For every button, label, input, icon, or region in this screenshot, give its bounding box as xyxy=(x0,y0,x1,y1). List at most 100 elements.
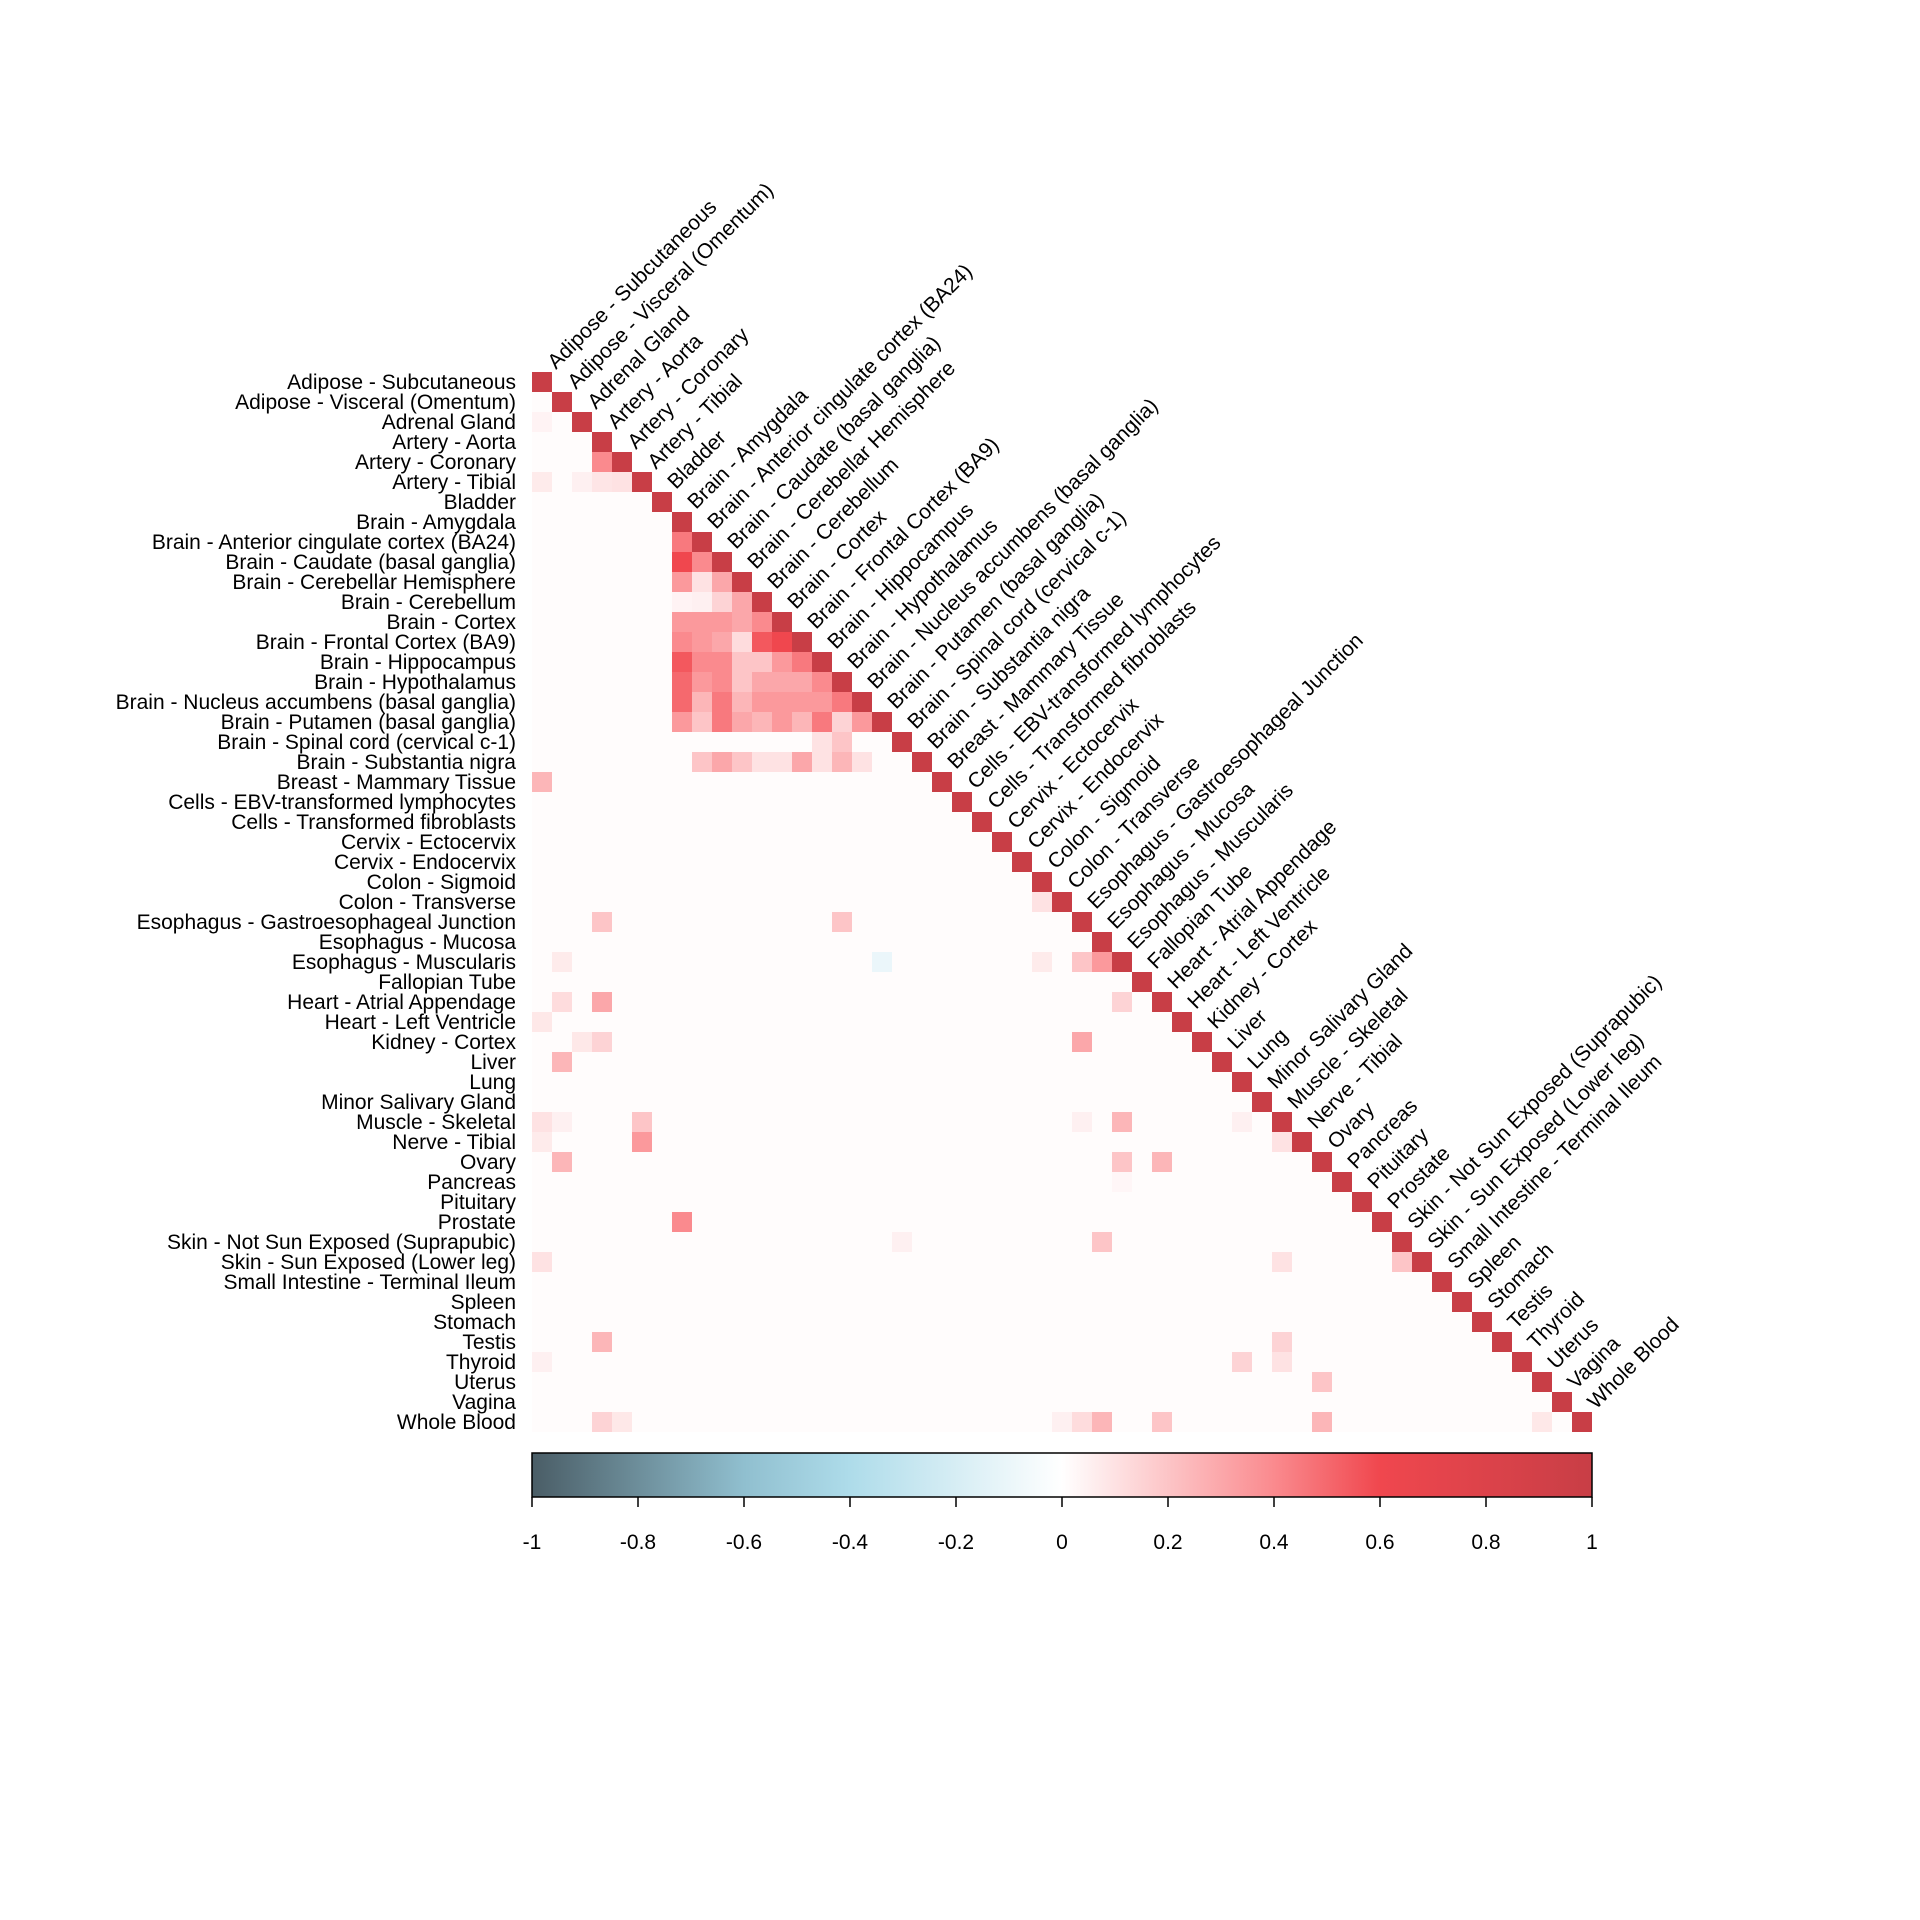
heatmap-cell xyxy=(852,1152,872,1172)
heatmap-cell xyxy=(1372,1412,1392,1432)
heatmap-cell xyxy=(652,792,672,812)
heatmap-cell xyxy=(1192,1132,1212,1152)
row-label: Brain - Hippocampus xyxy=(320,651,516,674)
heatmap-cell xyxy=(852,1172,872,1192)
row-label: Muscle - Skeletal xyxy=(356,1111,516,1134)
heatmap-cell xyxy=(572,572,592,592)
heatmap-cell xyxy=(612,872,632,892)
heatmap-cell xyxy=(572,1392,592,1412)
heatmap-cell xyxy=(812,1272,832,1292)
heatmap-cell xyxy=(1132,1352,1152,1372)
heatmap-cell xyxy=(1372,1292,1392,1312)
heatmap-cell xyxy=(712,1132,732,1152)
heatmap-cell xyxy=(1312,1252,1332,1272)
heatmap-cell xyxy=(672,1012,692,1032)
heatmap-cell xyxy=(752,932,772,952)
heatmap-cell xyxy=(632,632,652,652)
heatmap-cell xyxy=(792,1392,812,1412)
heatmap-cell xyxy=(1092,1072,1112,1092)
heatmap-cell xyxy=(1292,1272,1312,1292)
heatmap-cell xyxy=(572,1272,592,1292)
heatmap-cell xyxy=(812,1232,832,1252)
heatmap-cell xyxy=(932,932,952,952)
heatmap-cell xyxy=(972,1072,992,1092)
heatmap-cell xyxy=(992,1192,1012,1212)
heatmap-cell xyxy=(612,492,632,512)
heatmap-cell xyxy=(1392,1412,1412,1432)
heatmap-cell xyxy=(592,632,612,652)
heatmap-cell xyxy=(832,1352,852,1372)
heatmap-cell xyxy=(572,772,592,792)
heatmap-cell xyxy=(912,1032,932,1052)
heatmap-cell xyxy=(972,832,992,852)
colorbar: -1 -0.8 -0.6 -0.4 -0.2 0 0.2 0.4 0.6 0.8 1 xyxy=(523,1452,1598,1554)
heatmap-cell xyxy=(612,592,632,612)
heatmap-cell xyxy=(892,1412,912,1432)
heatmap-cell xyxy=(1112,1212,1132,1232)
heatmap-cell xyxy=(732,592,752,612)
heatmap-cell xyxy=(752,792,772,812)
heatmap-cell xyxy=(552,1392,572,1412)
heatmap-cell xyxy=(1192,1252,1212,1272)
heatmap-cell xyxy=(1272,1272,1292,1292)
diagonal-cell xyxy=(932,772,952,792)
heatmap-cell xyxy=(632,1392,652,1412)
colorbar-tick-label: 0.8 xyxy=(1471,1531,1500,1554)
heatmap-cell xyxy=(1112,1032,1132,1052)
heatmap-cell xyxy=(712,1012,732,1032)
heatmap-cell xyxy=(1052,1292,1072,1312)
row-label: Brain - Cerebellar Hemisphere xyxy=(232,571,516,594)
heatmap-cell xyxy=(612,612,632,632)
heatmap-cell xyxy=(652,772,672,792)
heatmap-cell xyxy=(772,1392,792,1412)
heatmap-cell xyxy=(692,632,712,652)
heatmap-cell xyxy=(952,1392,972,1412)
heatmap-cell xyxy=(552,872,572,892)
heatmap-cell xyxy=(952,1072,972,1092)
heatmap-cell xyxy=(752,1332,772,1352)
heatmap-cell xyxy=(932,1192,952,1212)
heatmap-cell xyxy=(912,1232,932,1252)
heatmap-cell xyxy=(1032,972,1052,992)
heatmap-cell xyxy=(752,1192,772,1212)
heatmap-cell xyxy=(952,1152,972,1172)
heatmap-cell xyxy=(1372,1352,1392,1372)
heatmap-cell xyxy=(532,752,552,772)
colorbar-tick-label: 0.4 xyxy=(1259,1531,1289,1554)
diagonal-cell xyxy=(1352,1192,1372,1212)
heatmap-cell xyxy=(1212,1092,1232,1112)
heatmap-cell xyxy=(1272,1412,1292,1432)
heatmap-cell xyxy=(1032,1372,1052,1392)
heatmap-cell xyxy=(572,852,592,872)
heatmap-cell xyxy=(852,1332,872,1352)
heatmap-cell xyxy=(912,1392,932,1412)
heatmap-cell xyxy=(632,672,652,692)
heatmap-cell xyxy=(1152,1312,1172,1332)
heatmap-cell xyxy=(1112,1392,1132,1412)
heatmap-cell xyxy=(952,832,972,852)
heatmap-cell xyxy=(592,1412,612,1432)
heatmap-cell xyxy=(852,1092,872,1112)
heatmap-cell xyxy=(612,1072,632,1092)
heatmap-cell xyxy=(872,1132,892,1152)
heatmap-cell xyxy=(1092,1292,1112,1312)
heatmap-cell xyxy=(732,1052,752,1072)
heatmap-cell xyxy=(1232,1392,1252,1412)
heatmap-cell xyxy=(812,932,832,952)
heatmap-cell xyxy=(1112,1372,1132,1392)
heatmap-cell xyxy=(532,1372,552,1392)
diagonal-cell xyxy=(612,452,632,472)
diagonal-cell xyxy=(1432,1272,1452,1292)
heatmap-cell xyxy=(592,1032,612,1052)
heatmap-cell xyxy=(1052,1172,1072,1192)
heatmap-cell xyxy=(712,1252,732,1272)
heatmap-cell xyxy=(652,1352,672,1372)
heatmap-cell xyxy=(1452,1332,1472,1352)
row-label: Artery - Tibial xyxy=(392,471,516,494)
heatmap-cell xyxy=(752,1152,772,1172)
heatmap-cell xyxy=(932,1032,952,1052)
heatmap-cell xyxy=(572,732,592,752)
heatmap-cell xyxy=(632,572,652,592)
heatmap-cell xyxy=(1172,1292,1192,1312)
heatmap-cell xyxy=(992,1412,1012,1432)
